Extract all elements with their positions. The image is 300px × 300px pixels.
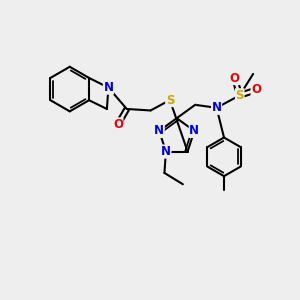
Text: O: O (251, 83, 261, 97)
Text: N: N (189, 124, 199, 137)
Text: N: N (103, 81, 113, 94)
Text: O: O (230, 72, 239, 85)
Text: S: S (166, 94, 174, 106)
Text: N: N (154, 124, 164, 137)
Text: S: S (236, 89, 244, 102)
Text: O: O (113, 118, 123, 131)
Text: N: N (161, 145, 171, 158)
Text: N: N (212, 101, 222, 114)
